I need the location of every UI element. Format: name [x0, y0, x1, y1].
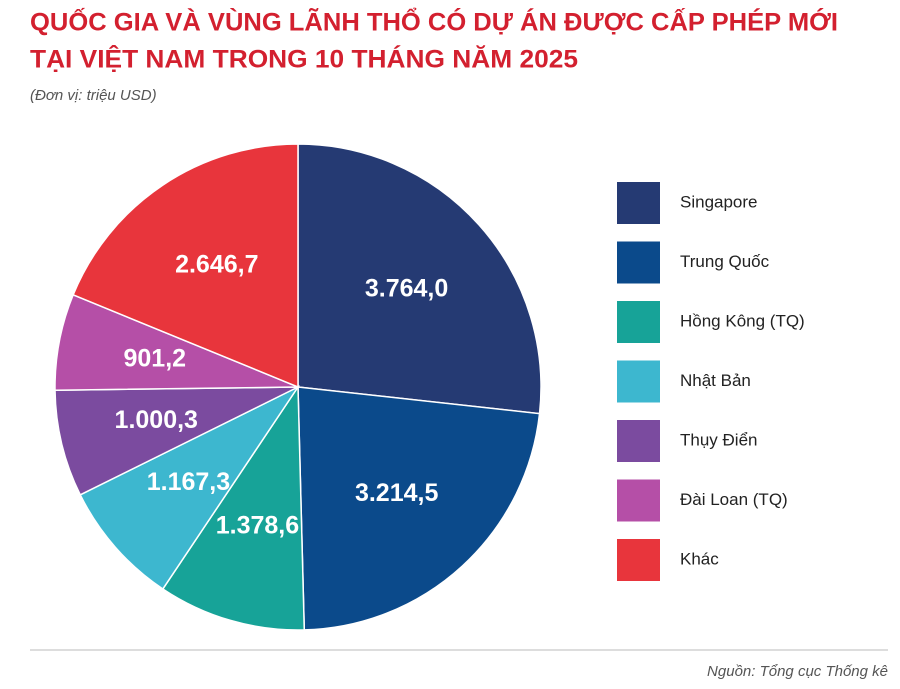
legend-label: Khác — [680, 549, 719, 568]
data-label: 1.378,6 — [216, 512, 299, 540]
data-label: 1.167,3 — [147, 468, 230, 496]
legend-swatch — [617, 539, 660, 581]
legend-swatch — [617, 479, 660, 522]
legend-label: Đài Loan (TQ) — [680, 490, 788, 509]
pie-slice — [72, 143, 299, 389]
legend-swatch — [617, 360, 660, 403]
pie-slice — [79, 385, 301, 590]
legend-label: Trung Quốc — [680, 252, 770, 271]
legend-swatch — [617, 241, 660, 284]
source: Nguồn: Tổng cục Thống kê — [707, 663, 888, 680]
data-label: 901,2 — [123, 344, 186, 372]
data-label: 3.214,5 — [355, 479, 439, 507]
legend-label: Thụy Điển — [680, 430, 757, 449]
pie-slice — [297, 386, 541, 631]
data-label: 2.646,7 — [175, 251, 258, 279]
legend-swatch — [617, 182, 660, 224]
chart-title: TẠI VIỆT NAM TRONG 10 THÁNG NĂM 2025 — [30, 44, 578, 74]
chart-title: QUỐC GIA VÀ VÙNG LÃNH THỔ CÓ DỰ ÁN ĐƯỢC … — [30, 7, 838, 37]
legend-swatch — [617, 301, 660, 343]
data-label: 3.764,0 — [365, 274, 448, 302]
legend-label: Hồng Kông (TQ) — [680, 311, 805, 330]
chart-subtitle: (Đơn vị: triệu USD) — [30, 87, 157, 104]
legend-swatch — [617, 420, 660, 462]
data-label: 1.000,3 — [115, 406, 198, 434]
legend-label: Singapore — [680, 192, 758, 211]
legend-label: Nhật Bản — [680, 371, 751, 390]
pie-slice — [54, 386, 299, 496]
pie-slice — [297, 143, 542, 415]
pie-slice — [161, 384, 306, 631]
